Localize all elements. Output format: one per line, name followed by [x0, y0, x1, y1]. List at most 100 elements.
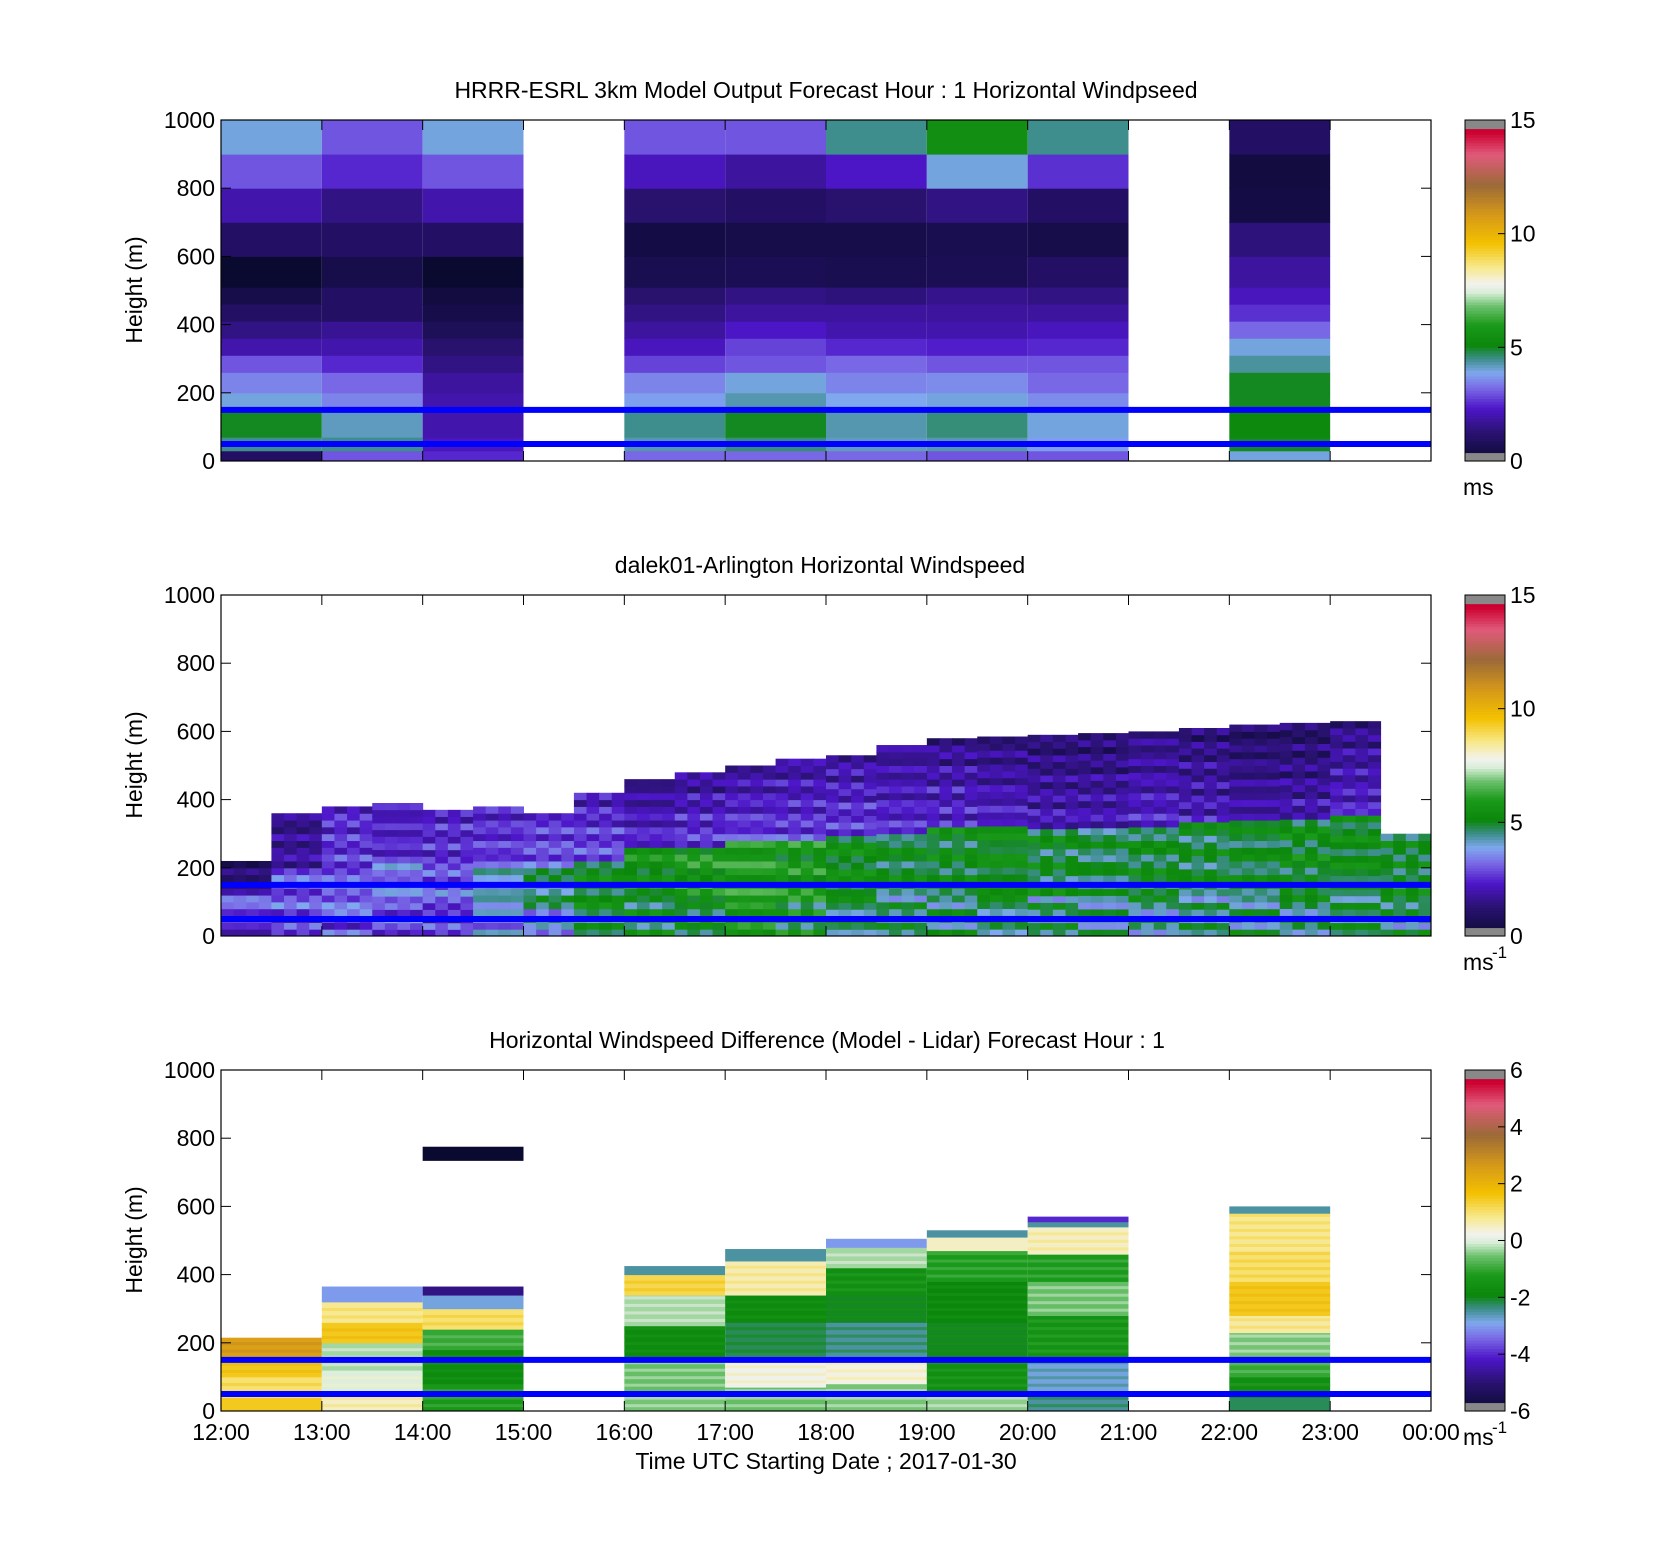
- heatmap-stripe: [926, 1308, 1028, 1312]
- colorbar-segment: [1465, 259, 1505, 263]
- heatmap-cell: [952, 772, 966, 780]
- heatmap-cell: [1342, 929, 1356, 936]
- heatmap-cell: [1178, 754, 1193, 763]
- heatmap-cell: [1267, 792, 1281, 801]
- colorbar-segment: [1465, 1365, 1505, 1369]
- heatmap-cell: [775, 847, 789, 855]
- heatmap-cell: [813, 758, 827, 766]
- colorbar-unit: ms: [1463, 1424, 1494, 1450]
- heatmap-cell: [1027, 909, 1041, 917]
- heatmap-cell: [1254, 833, 1268, 842]
- heatmap-cell: [1279, 798, 1293, 806]
- heatmap-cell: [271, 922, 285, 930]
- heatmap-cell: [1317, 832, 1331, 841]
- heatmap-cell: [813, 860, 827, 869]
- heatmap-cell: [926, 840, 940, 848]
- heatmap-cell: [876, 745, 890, 753]
- heatmap-stripe: [624, 1318, 726, 1322]
- heatmap-cell: [636, 840, 651, 848]
- heatmap-cell: [826, 450, 927, 461]
- heatmap-cell: [498, 860, 512, 869]
- heatmap-cell: [826, 902, 840, 910]
- heatmap-cell: [1292, 777, 1306, 786]
- heatmap-cell: [1317, 853, 1331, 861]
- heatmap-cell: [813, 922, 827, 930]
- heatmap-cell: [599, 813, 613, 821]
- heatmap-cell: [939, 799, 953, 807]
- heatmap-cell: [523, 854, 537, 862]
- heatmap-cell: [762, 874, 777, 882]
- heatmap-cell: [561, 813, 575, 821]
- heatmap-cell: [1015, 736, 1029, 744]
- heatmap-cell: [1254, 922, 1268, 930]
- heatmap-cell: [737, 785, 751, 794]
- heatmap-cell: [1090, 766, 1104, 775]
- heatmap-cell: [334, 813, 348, 821]
- heatmap-cell: [1178, 842, 1193, 850]
- colorbar-segment: [1465, 756, 1505, 761]
- heatmap-cell: [321, 922, 335, 930]
- heatmap-cell: [788, 874, 802, 882]
- heatmap-cell: [510, 874, 524, 882]
- y-tick-label: 400: [177, 787, 215, 813]
- heatmap-cell: [1380, 840, 1394, 848]
- heatmap-cell: [1355, 875, 1369, 883]
- heatmap-cell: [1204, 801, 1218, 810]
- heatmap-cell: [510, 826, 524, 835]
- heatmap-cell: [1267, 785, 1281, 794]
- heatmap-cell: [964, 806, 978, 814]
- heatmap-cell: [397, 836, 411, 844]
- heatmap-cell: [1002, 908, 1016, 916]
- colorbar-segment: [1465, 896, 1505, 900]
- heatmap-cell: [1002, 819, 1016, 827]
- heatmap-cell: [1078, 908, 1092, 917]
- heatmap-cell: [914, 922, 928, 930]
- heatmap-cell: [699, 799, 714, 807]
- heatmap-cell: [624, 256, 726, 288]
- heatmap-cell: [1027, 808, 1041, 816]
- heatmap-cell: [1078, 807, 1092, 815]
- heatmap-cell: [1115, 739, 1129, 748]
- heatmap-cell: [498, 826, 512, 835]
- heatmap-cell: [1204, 761, 1218, 769]
- y-tick-label: 0: [202, 923, 215, 949]
- heatmap-stripe: [321, 1315, 423, 1319]
- heatmap-cell: [460, 909, 474, 917]
- heatmap-cell: [1367, 815, 1382, 823]
- colorbar-segment: [1465, 751, 1505, 755]
- heatmap-cell: [939, 779, 953, 787]
- heatmap-cell: [1002, 777, 1016, 786]
- heatmap-cell: [498, 847, 512, 855]
- heatmap-cell: [926, 222, 1028, 257]
- colorbar-segment: [1465, 600, 1505, 605]
- heatmap-cell: [662, 806, 676, 814]
- heatmap-cell: [1128, 929, 1142, 936]
- heatmap-cell: [510, 813, 524, 821]
- heatmap-cell: [384, 896, 398, 904]
- heatmap-cell: [775, 867, 789, 876]
- colorbar-segment: [1465, 1274, 1505, 1279]
- heatmap-cell: [737, 792, 751, 801]
- heatmap-cell: [347, 806, 361, 814]
- heatmap-cell: [1153, 826, 1167, 835]
- heatmap-cell: [1229, 758, 1243, 766]
- heatmap-cell: [1317, 846, 1331, 854]
- heatmap-stripe: [422, 1322, 524, 1326]
- heatmap-cell: [1027, 1221, 1129, 1228]
- heatmap-cell: [1153, 833, 1167, 842]
- heatmap-cell: [611, 895, 625, 903]
- heatmap-cell: [1065, 835, 1079, 843]
- heatmap-cell: [636, 806, 651, 814]
- heatmap-cell: [1304, 819, 1319, 827]
- heatmap-cell: [435, 876, 449, 884]
- heatmap-cell: [321, 813, 335, 821]
- heatmap-cell: [1178, 828, 1193, 836]
- heatmap-cell: [1393, 908, 1407, 917]
- heatmap-cell: [1015, 832, 1029, 841]
- heatmap-cell: [1267, 738, 1281, 746]
- heatmap-cell: [1292, 832, 1306, 841]
- heatmap-cell: [309, 820, 323, 828]
- heatmap-cell: [561, 820, 575, 828]
- heatmap-cell: [1342, 788, 1356, 796]
- heatmap-cell: [952, 751, 966, 760]
